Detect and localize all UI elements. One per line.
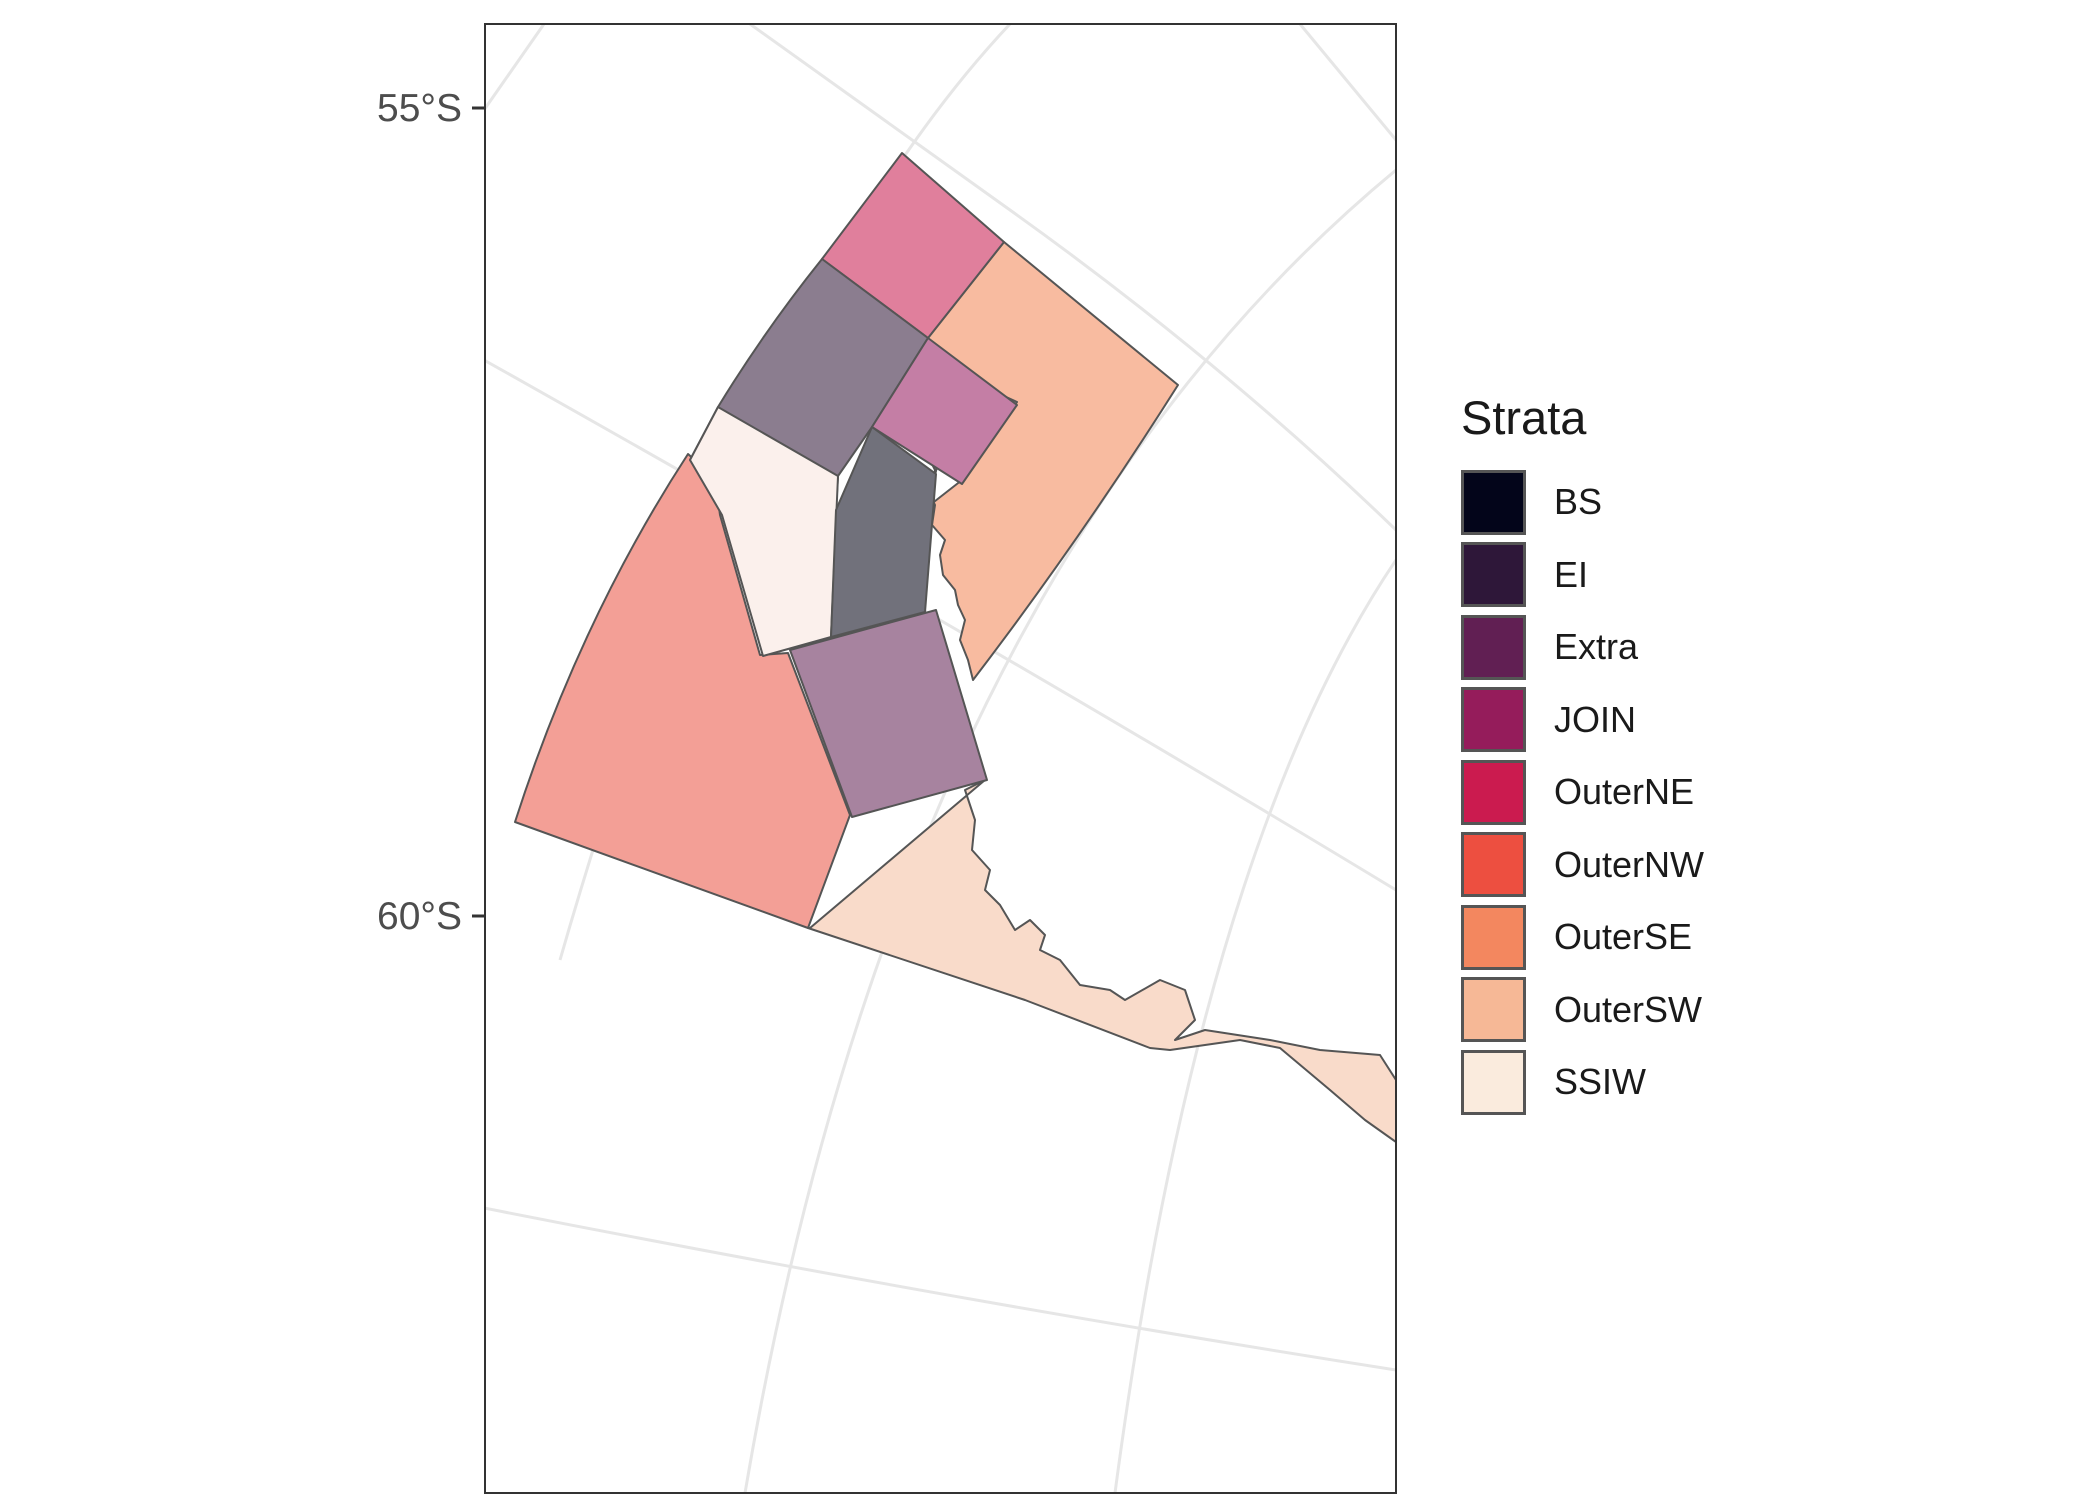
legend-title: Strata [1461, 391, 1587, 444]
legend-item: SSIW [1461, 1046, 1781, 1119]
legend-swatch [1461, 977, 1526, 1043]
legend-label: OuterNW [1554, 843, 1705, 885]
stratum-central-lower [789, 609, 988, 818]
legend-label: OuterSE [1554, 916, 1693, 958]
stratum-outer-west [514, 453, 851, 929]
legend-swatch [1461, 832, 1526, 898]
legend-item: JOIN [1461, 684, 1781, 757]
map-panel [484, 23, 1397, 1494]
graticule-line [749, 24, 1396, 532]
legend-item: OuterNW [1461, 829, 1781, 902]
y-tick-label-55s: 55°S [377, 87, 462, 130]
panel-border [484, 23, 1397, 1494]
legend-item: OuterNE [1461, 756, 1781, 829]
legend-swatch [1461, 687, 1526, 753]
stratum-southern-coast [807, 779, 1396, 1143]
legend-item: OuterSE [1461, 901, 1781, 974]
legend-swatch [1461, 904, 1526, 970]
legend-swatch [1461, 759, 1526, 825]
legend-label: OuterSW [1554, 988, 1703, 1030]
legend-label: EI [1554, 553, 1589, 595]
legend-item: Extra [1461, 611, 1781, 684]
legend-label: JOIN [1554, 698, 1637, 740]
legend-label: BS [1554, 481, 1603, 523]
graticule-line [1298, 24, 1396, 141]
graticule-line [484, 1206, 1396, 1372]
legend-items: BS EI Extra JOIN OuterNE OuterNW OuterSE OuterS… [1461, 466, 1781, 1119]
legend-label: Extra [1554, 626, 1639, 668]
y-axis: 55°S 60°S [377, 87, 484, 938]
legend-swatch [1461, 469, 1526, 535]
legend-item: OuterSW [1461, 974, 1781, 1047]
graticule-line [1113, 559, 1396, 1493]
strata-polygons [514, 152, 1396, 1143]
legend-swatch [1461, 542, 1526, 608]
legend-label: SSIW [1554, 1061, 1647, 1103]
legend-item: EI [1461, 539, 1781, 612]
legend-swatch [1461, 1049, 1526, 1115]
stratum-central-dark [830, 426, 937, 638]
y-tick-label-60s: 60°S [377, 895, 462, 938]
legend-swatch [1461, 614, 1526, 680]
stratum-central-small [871, 337, 1018, 485]
stratum-western-wedge [689, 406, 839, 657]
graticule-line [743, 168, 1396, 1493]
legend-label: OuterNE [1554, 771, 1695, 813]
legend-item: BS [1461, 466, 1781, 539]
graticule-line [484, 24, 546, 111]
legend: Strata BS EI Extra JOIN OuterNE OuterNW OuterS… [1461, 388, 1781, 1119]
